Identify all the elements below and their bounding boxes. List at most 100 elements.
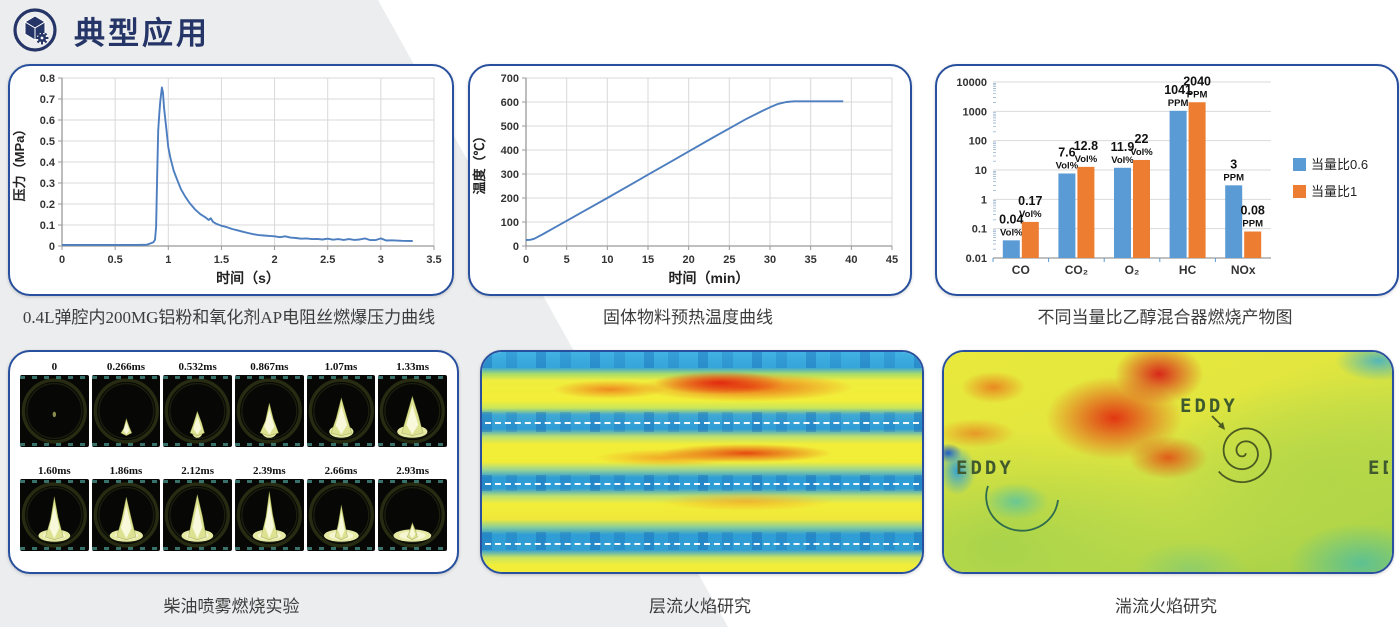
diesel-frame: 2.12ms	[163, 464, 232, 566]
svg-text:Vol%: Vol%	[1111, 155, 1134, 166]
svg-text:Vol%: Vol%	[1000, 227, 1023, 238]
svg-text:10: 10	[601, 254, 613, 266]
frame-time-label: 1.86ms	[109, 465, 143, 477]
svg-text:0.5: 0.5	[107, 254, 122, 266]
caption-turbulent-panel: 湍流火焰研究	[1115, 597, 1217, 616]
svg-text:CO₂: CO₂	[1065, 263, 1088, 277]
svg-text:100: 100	[501, 217, 519, 229]
svg-text:O₂: O₂	[1125, 263, 1140, 277]
frame-time-label: 0.867ms	[250, 361, 289, 373]
flame-frame-image	[20, 375, 89, 447]
svg-text:0.08: 0.08	[1241, 204, 1265, 218]
svg-text:PPM: PPM	[1242, 219, 1263, 230]
svg-text:PPM: PPM	[1223, 172, 1244, 183]
camera-osd-strip	[91, 376, 161, 379]
svg-text:12.8: 12.8	[1074, 139, 1098, 153]
svg-text:1: 1	[981, 194, 987, 206]
combustion-products-chart-card: 10000 1000 100 10 1 0.1 0.01 CO 0.04 Vol% 0.17 Vol%…	[935, 64, 1399, 296]
flame-frame-image	[234, 479, 304, 551]
svg-text:3: 3	[378, 254, 384, 266]
svg-text:0.5: 0.5	[40, 136, 55, 148]
pressure-line-chart: 0 0.5 1 1.5 2 2.5 3 3.5 0 0.1 0.2 0.3 0.4 0.5 0.6 0.7 0.…	[12, 73, 442, 286]
diesel-frame: 2.66ms	[306, 464, 376, 566]
flame-frame-image	[163, 375, 232, 447]
svg-text:1.5: 1.5	[214, 254, 229, 266]
svg-text:0.2: 0.2	[40, 199, 55, 211]
camera-osd-strip	[91, 480, 161, 483]
camera-osd-strip	[306, 376, 376, 379]
dashed-reference-line	[485, 483, 919, 485]
caption-pressure-chart: 0.4L弹腔内200MG铝粉和氧化剂AP电阻丝燃爆压力曲线	[22, 308, 436, 327]
frame-time-label: 0.266ms	[106, 361, 146, 373]
frame-time-label: 2.66ms	[324, 465, 358, 477]
diesel-frame-grid: 0 0.266ms 0.532ms 0.867ms 1.07ms 1.33ms 1.60ms…	[20, 360, 447, 566]
turbulent-flame-image	[944, 352, 1392, 572]
frame-time-label: 0.532ms	[178, 361, 217, 373]
camera-osd-strip	[20, 480, 89, 483]
svg-text:1000: 1000	[963, 106, 987, 118]
svg-text:25: 25	[723, 254, 735, 266]
camera-osd-strip	[306, 443, 376, 446]
camera-osd-strip	[234, 547, 304, 550]
svg-text:20: 20	[683, 254, 695, 266]
svg-text:2040: 2040	[1183, 74, 1211, 88]
camera-osd-strip	[234, 443, 304, 446]
flame-frame-image	[234, 375, 304, 447]
svg-text:700: 700	[501, 73, 519, 85]
svg-text:时间（s）: 时间（s）	[216, 270, 280, 286]
dashed-reference-line	[485, 422, 919, 424]
turbulent-flame-panel: EDDY EDDY ED	[942, 350, 1394, 574]
frame-time-label: 1.07ms	[324, 361, 358, 373]
eddy-arc	[985, 485, 1059, 532]
svg-text:0.17: 0.17	[1018, 194, 1042, 208]
svg-text:压力（MPa）: 压力（MPa）	[12, 123, 27, 202]
svg-text:2.5: 2.5	[320, 254, 335, 266]
svg-text:Vol%: Vol%	[1056, 160, 1079, 171]
svg-text:30: 30	[764, 254, 776, 266]
temperature-line-chart: 0 5 10 15 20 25 30 35 40 45 0 100 200 300 400 500 600 700…	[472, 73, 898, 286]
camera-osd-strip	[378, 376, 447, 379]
svg-text:Vol%: Vol%	[1075, 154, 1098, 165]
temperature-chart-card: 0 5 10 15 20 25 30 35 40 45 0 100 200 300 400 500 600 700…	[468, 64, 912, 296]
svg-text:22: 22	[1135, 132, 1149, 146]
cube-gear-badge-icon	[13, 8, 57, 52]
camera-osd-strip	[234, 376, 304, 379]
caption-laminar-panel: 层流火焰研究	[649, 597, 751, 616]
caption-diesel-panel: 柴油喷雾燃烧实验	[163, 597, 300, 616]
combustion-products-bar-chart: 1000010001001010.10.01CO0.04Vol%0.17Vol%…	[956, 74, 1368, 277]
svg-text:0.8: 0.8	[40, 73, 55, 85]
svg-text:温度（℃）: 温度（℃）	[472, 129, 487, 194]
camera-osd-strip	[163, 480, 232, 483]
camera-osd-strip	[378, 443, 447, 446]
eddy-arrowhead	[1218, 422, 1225, 430]
camera-osd-strip	[20, 547, 89, 550]
flame-frame-image	[20, 479, 89, 551]
svg-text:10: 10	[975, 165, 987, 177]
svg-text:400: 400	[501, 145, 519, 157]
frame-time-label: 2.93ms	[396, 465, 429, 477]
svg-text:300: 300	[501, 169, 519, 181]
flame-frame-image	[378, 375, 447, 447]
svg-text:PPM: PPM	[1168, 98, 1189, 109]
page-header: 典型应用	[12, 7, 210, 53]
laminar-flame-panel	[480, 350, 924, 574]
diesel-frame: 2.39ms	[234, 464, 304, 566]
laminar-flame-image	[482, 352, 922, 572]
camera-osd-strip	[20, 376, 89, 379]
diesel-frame: 0.266ms	[91, 360, 161, 462]
diesel-frame: 2.93ms	[378, 464, 447, 566]
svg-text:0.1: 0.1	[40, 220, 55, 232]
svg-text:0: 0	[49, 241, 55, 253]
frame-time-label: 2.12ms	[181, 465, 214, 477]
page-title: 典型应用	[74, 15, 210, 51]
diesel-frame: 0.532ms	[163, 360, 232, 462]
diesel-frame: 1.07ms	[306, 360, 376, 462]
svg-text:45: 45	[886, 254, 898, 266]
camera-osd-strip	[306, 547, 376, 550]
svg-text:PPM: PPM	[1187, 89, 1208, 100]
eddy-spiral	[1218, 427, 1272, 484]
camera-osd-strip	[163, 547, 232, 550]
svg-text:0.7: 0.7	[40, 94, 55, 106]
diesel-frame: 0	[20, 360, 89, 462]
